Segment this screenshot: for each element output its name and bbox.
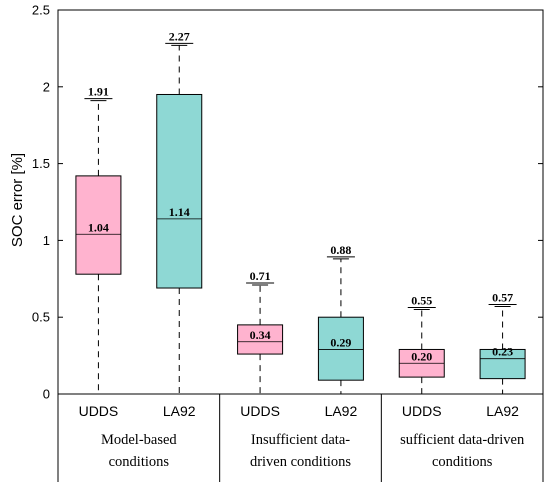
median-value-label: 1.14 xyxy=(169,205,190,219)
median-value-label: 0.34 xyxy=(250,328,271,342)
max-value-label: 1.91 xyxy=(88,85,109,99)
y-axis-label: SOC error [%] xyxy=(9,153,26,247)
group-label: conditions xyxy=(432,454,493,470)
category-label: LA92 xyxy=(325,403,358,419)
y-tick-label: 0.5 xyxy=(32,310,50,325)
y-tick-label: 0 xyxy=(43,387,50,402)
box-la92 xyxy=(317,316,364,381)
group-label: conditions xyxy=(109,454,170,470)
max-value-label: 2.27 xyxy=(169,29,190,43)
y-tick-label: 2 xyxy=(43,79,50,94)
boxes xyxy=(75,44,526,395)
max-value-label: 0.55 xyxy=(411,294,432,308)
y-tick-label: 2.5 xyxy=(32,3,50,18)
labels: 1.91 1.04 UDDS 2.27 1.14 LA92 Model-based condi… xyxy=(79,29,525,470)
category-label: UDDS xyxy=(79,403,119,419)
group-label: driven conditions xyxy=(250,454,351,470)
y-tick-label: 1 xyxy=(43,233,50,248)
median-value-label: 1.04 xyxy=(88,220,109,234)
group-label: Insufficient data- xyxy=(251,432,350,448)
max-value-label: 0.57 xyxy=(492,290,513,304)
group-label: Model-based xyxy=(101,432,177,448)
plot-frame xyxy=(57,9,544,395)
max-value-label: 0.88 xyxy=(330,243,351,257)
y-tick-label: 1.5 xyxy=(32,156,50,171)
category-label: UDDS xyxy=(240,403,280,419)
median-value-label: 0.29 xyxy=(330,335,351,349)
group-label: sufficient data-driven xyxy=(400,432,525,448)
box-la92 xyxy=(156,93,203,289)
category-label: LA92 xyxy=(486,403,519,419)
category-label: UDDS xyxy=(402,403,442,419)
median-value-label: 0.23 xyxy=(492,345,513,359)
category-label: LA92 xyxy=(163,403,196,419)
axes: 0 0.5 1 1.5 2 2.5 xyxy=(32,3,544,482)
box-udds xyxy=(75,175,122,275)
median-value-label: 0.20 xyxy=(411,349,432,363)
box-la92 xyxy=(479,348,526,380)
max-value-label: 0.71 xyxy=(250,269,271,283)
box-udds xyxy=(237,324,284,355)
